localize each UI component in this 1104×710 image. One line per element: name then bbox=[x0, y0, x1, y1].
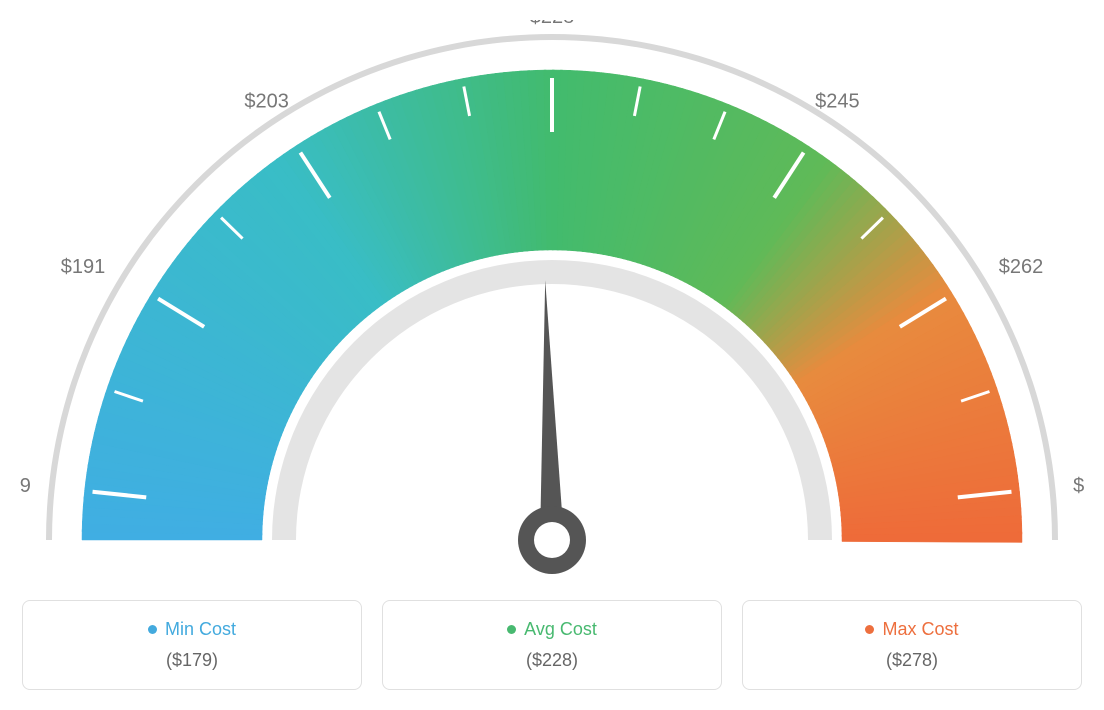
max-dot-icon bbox=[865, 625, 874, 634]
min-cost-value: ($179) bbox=[47, 650, 337, 671]
max-cost-title: Max Cost bbox=[865, 619, 958, 640]
svg-text:$179: $179 bbox=[20, 475, 31, 497]
svg-text:$228: $228 bbox=[530, 20, 575, 28]
gauge-svg: $179 $191 $203 $228 $245 $262 $278 bbox=[20, 20, 1084, 580]
max-cost-label: Max Cost bbox=[882, 619, 958, 640]
svg-text:$278: $278 bbox=[1073, 475, 1084, 497]
cost-cards: Min Cost ($179) Avg Cost ($228) Max Cost… bbox=[20, 600, 1084, 690]
svg-text:$203: $203 bbox=[244, 91, 289, 113]
avg-cost-title: Avg Cost bbox=[507, 619, 597, 640]
avg-cost-card: Avg Cost ($228) bbox=[382, 600, 722, 690]
max-cost-card: Max Cost ($278) bbox=[742, 600, 1082, 690]
avg-cost-value: ($228) bbox=[407, 650, 697, 671]
min-cost-card: Min Cost ($179) bbox=[22, 600, 362, 690]
min-cost-label: Min Cost bbox=[165, 619, 236, 640]
avg-cost-label: Avg Cost bbox=[524, 619, 597, 640]
gauge-chart: $179 $191 $203 $228 $245 $262 $278 bbox=[20, 20, 1084, 580]
svg-text:$191: $191 bbox=[61, 256, 106, 278]
svg-text:$262: $262 bbox=[999, 256, 1044, 278]
min-dot-icon bbox=[148, 625, 157, 634]
svg-text:$245: $245 bbox=[815, 91, 860, 113]
avg-dot-icon bbox=[507, 625, 516, 634]
max-cost-value: ($278) bbox=[767, 650, 1057, 671]
min-cost-title: Min Cost bbox=[148, 619, 236, 640]
